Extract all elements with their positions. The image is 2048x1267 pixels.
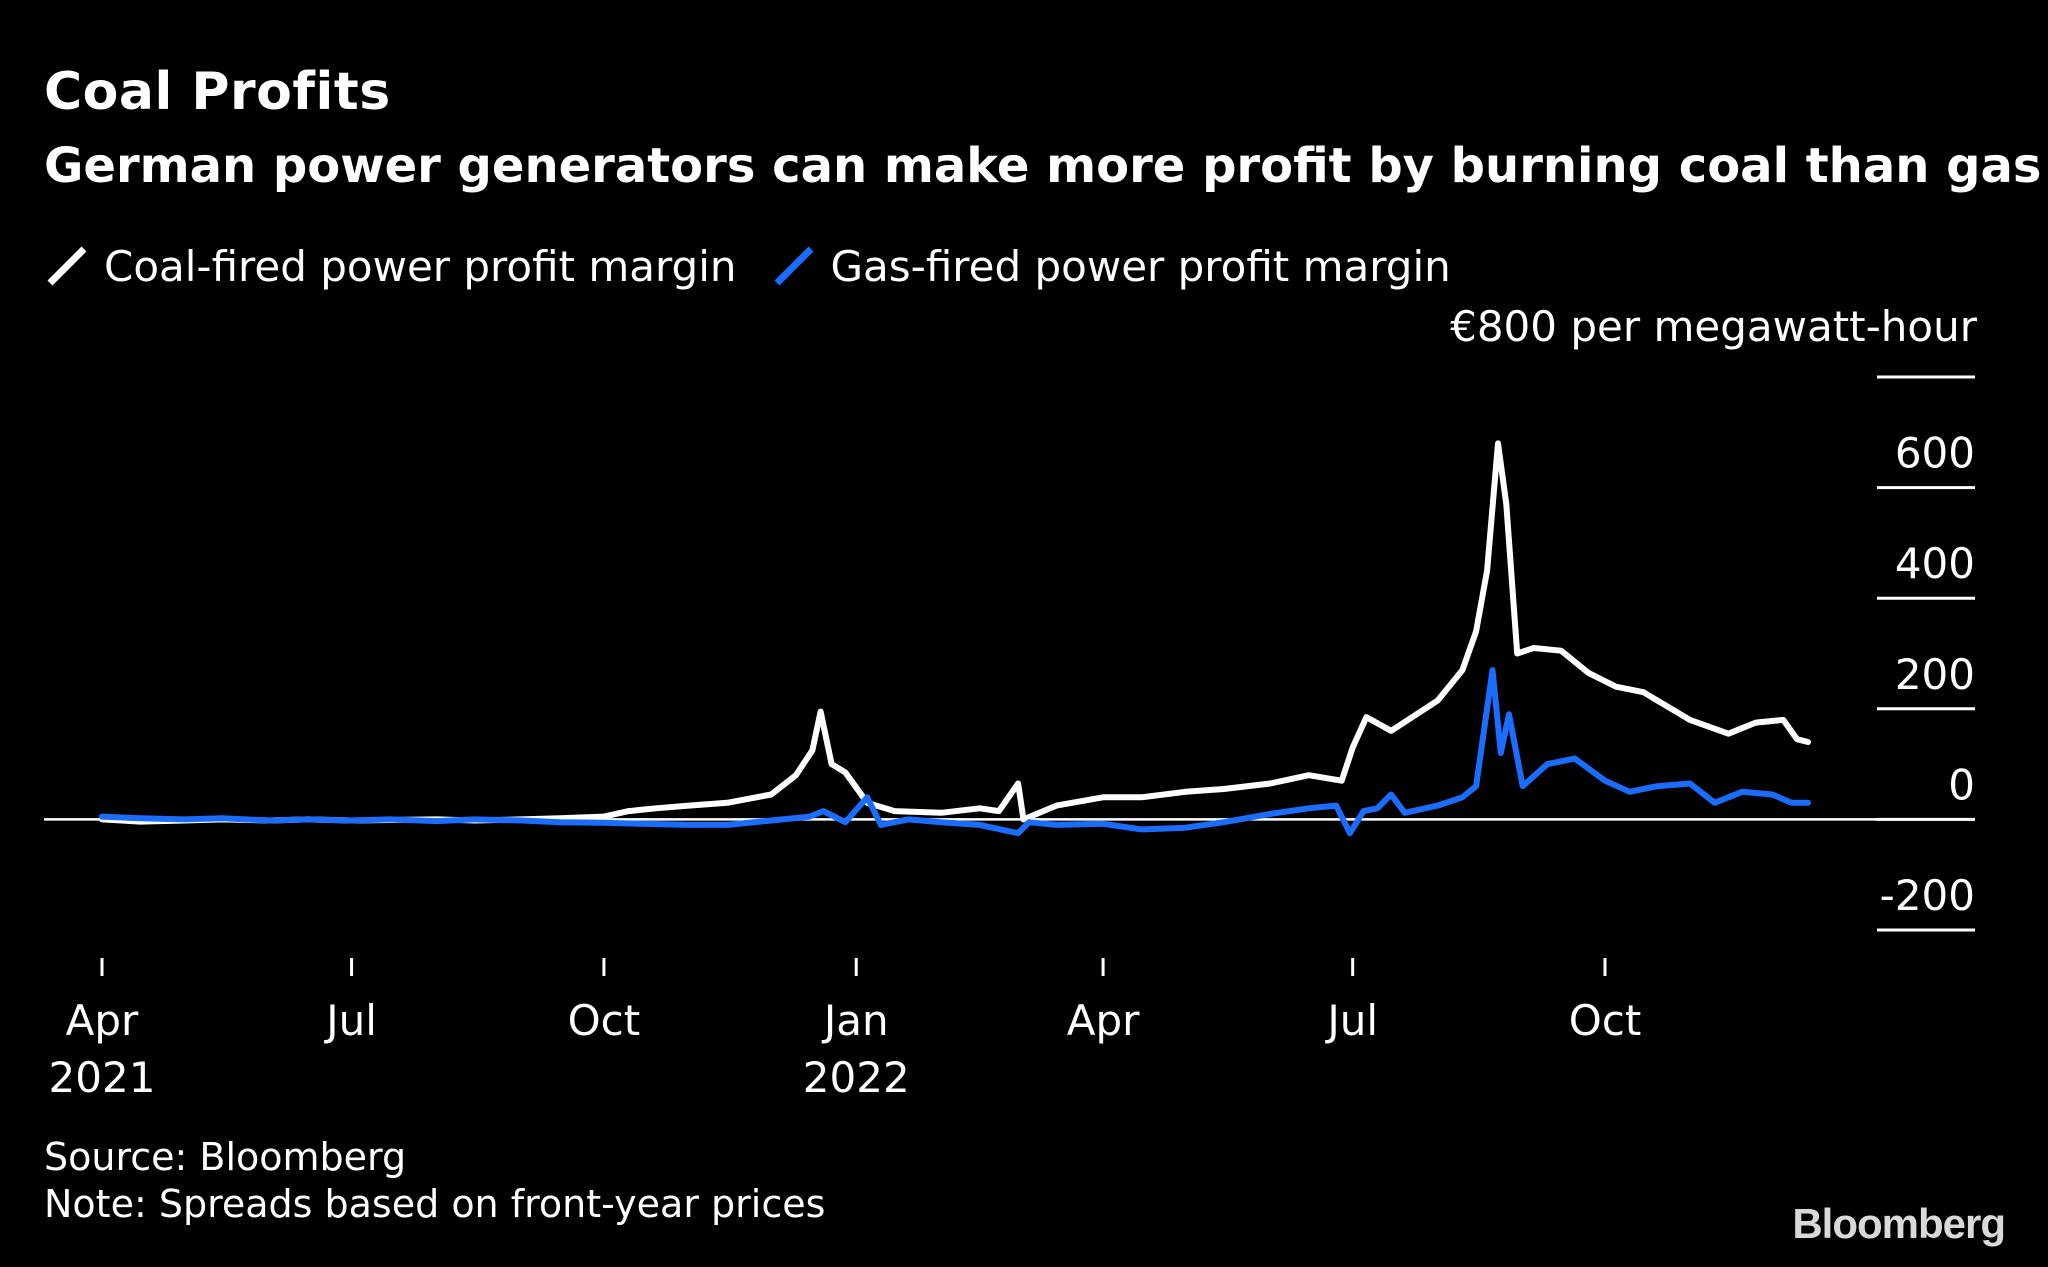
x-tick-label: Jan: [821, 996, 889, 1045]
y-tick-label: 600: [1895, 429, 1975, 478]
bloomberg-logo: Bloomberg: [1792, 1200, 2006, 1247]
y-tick-label: -200: [1880, 871, 1975, 920]
x-tick-label: Jul: [1324, 996, 1378, 1045]
chart-subtitle: German power generators can make more pr…: [44, 138, 2042, 194]
y-tick-labels: 600 400 200 0 -200: [1880, 429, 1975, 920]
chart-title: Coal Profits: [44, 62, 391, 122]
legend-label-coal: Coal-fired power profit margin: [104, 241, 737, 291]
gas-line-swatch-icon: [774, 246, 813, 286]
y-axis-unit-label: €800 per megawatt-hour: [1450, 302, 1977, 351]
y-tick-label: 200: [1895, 650, 1975, 699]
coal-line-swatch-icon: [47, 246, 87, 286]
source-note: Source: Bloomberg: [44, 1135, 407, 1179]
x-tick-year-label: 2022: [803, 1053, 910, 1102]
x-tick-label: Oct: [568, 996, 641, 1045]
x-tick-year-label: 2021: [49, 1053, 156, 1102]
y-tick-label: 400: [1895, 539, 1975, 588]
legend-item-gas: Gas-fired power profit margin: [771, 242, 1451, 291]
y-tick-label: 0: [1948, 760, 1975, 809]
legend-label-gas: Gas-fired power profit margin: [830, 241, 1451, 291]
legend-item-coal: Coal-fired power profit margin: [44, 242, 737, 291]
series-lines: [99, 440, 1811, 837]
x-tick-label: Apr: [66, 996, 139, 1045]
gas-series-line: [99, 667, 1811, 837]
y-gridlines: [44, 375, 1975, 932]
legend: Coal-fired power profit margin Gas-fired…: [44, 236, 1485, 296]
x-tick-label: Jul: [323, 996, 377, 1045]
footnote: Note: Spreads based on front-year prices: [44, 1182, 826, 1226]
x-axis-ticks: Apr 2021 Jul Oct Jan 2022 Apr Jul Oct: [49, 958, 1642, 1102]
x-tick-label: Apr: [1067, 996, 1140, 1045]
x-tick-label: Oct: [1569, 996, 1642, 1045]
